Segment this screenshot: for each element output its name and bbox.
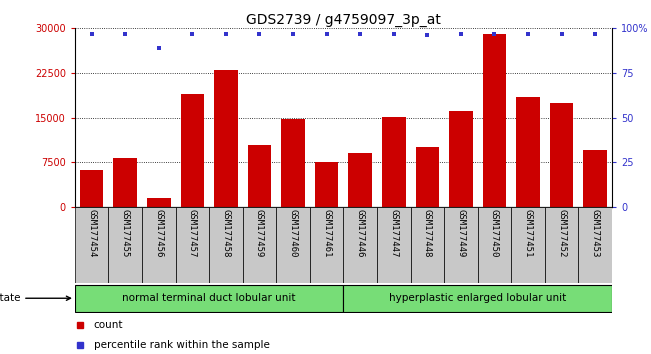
Point [154, 45, 164, 51]
Bar [511, 207, 545, 283]
Text: GSM177457: GSM177457 [188, 209, 197, 258]
Bar [176, 207, 209, 283]
Bar [415, 148, 439, 207]
Title: GDS2739 / g4759097_3p_at: GDS2739 / g4759097_3p_at [246, 13, 441, 27]
Point [288, 31, 298, 36]
Text: GSM177458: GSM177458 [221, 209, 230, 258]
Bar [377, 207, 411, 283]
Bar [550, 103, 574, 207]
Bar [281, 119, 305, 207]
Text: GSM177451: GSM177451 [523, 209, 533, 258]
Bar [80, 170, 104, 207]
Text: normal terminal duct lobular unit: normal terminal duct lobular unit [122, 293, 296, 303]
Bar [382, 116, 406, 207]
Text: GSM177452: GSM177452 [557, 209, 566, 258]
Point [557, 31, 567, 36]
Bar [209, 207, 243, 283]
Text: GSM177454: GSM177454 [87, 209, 96, 258]
Point [355, 31, 365, 36]
Bar [578, 207, 612, 283]
Bar [248, 144, 271, 207]
Text: GSM177460: GSM177460 [288, 209, 298, 258]
Bar [147, 198, 171, 207]
Bar [348, 154, 372, 207]
Bar [243, 207, 276, 283]
Bar [113, 158, 137, 207]
Bar [545, 207, 578, 283]
Point [590, 31, 600, 36]
Text: GSM177449: GSM177449 [456, 209, 465, 258]
Bar [142, 207, 176, 283]
Text: GSM177446: GSM177446 [355, 209, 365, 258]
Text: GSM177456: GSM177456 [154, 209, 163, 258]
Point [255, 31, 265, 36]
Bar [214, 70, 238, 207]
Point [490, 31, 500, 36]
Bar [411, 207, 444, 283]
Bar [482, 34, 506, 207]
Point [87, 31, 97, 36]
Bar [276, 207, 310, 283]
Bar [75, 207, 109, 283]
Bar [75, 285, 344, 312]
Point [422, 33, 432, 38]
Bar [315, 162, 339, 207]
Bar [344, 285, 612, 312]
Point [322, 31, 332, 36]
Text: percentile rank within the sample: percentile rank within the sample [94, 340, 270, 350]
Text: disease state: disease state [0, 293, 70, 303]
Bar [444, 207, 478, 283]
Text: GSM177447: GSM177447 [389, 209, 398, 258]
Text: count: count [94, 320, 123, 330]
Point [523, 31, 533, 36]
Bar [344, 207, 377, 283]
Bar [583, 150, 607, 207]
Text: GSM177459: GSM177459 [255, 209, 264, 258]
Bar [310, 207, 344, 283]
Text: GSM177448: GSM177448 [422, 209, 432, 258]
Bar [516, 97, 540, 207]
Text: GSM177455: GSM177455 [120, 209, 130, 258]
Bar [449, 110, 473, 207]
Point [187, 31, 197, 36]
Point [389, 31, 399, 36]
Point [456, 31, 466, 36]
Point [120, 31, 130, 36]
Text: GSM177453: GSM177453 [590, 209, 600, 258]
Bar [478, 207, 511, 283]
Bar [180, 94, 204, 207]
Text: GSM177450: GSM177450 [490, 209, 499, 258]
Text: hyperplastic enlarged lobular unit: hyperplastic enlarged lobular unit [389, 293, 566, 303]
Text: GSM177461: GSM177461 [322, 209, 331, 258]
Bar [109, 207, 142, 283]
Point [221, 31, 231, 36]
